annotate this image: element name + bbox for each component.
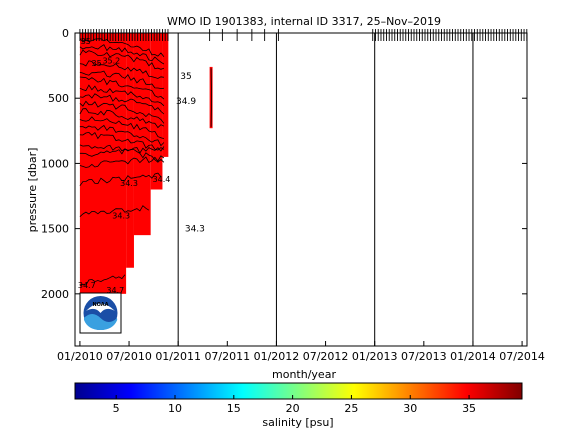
salinity-contour bbox=[79, 124, 165, 147]
x-tick-label: 07/2014 bbox=[499, 350, 545, 363]
colorbar-tick-label: 15 bbox=[227, 402, 241, 415]
salinity-contour bbox=[79, 100, 165, 124]
salinity-contour bbox=[79, 44, 165, 65]
x-axis: 01/2010 07/2010 01/2011 07/2011 01/2012 07/20… bbox=[57, 341, 545, 363]
salinity-contour bbox=[79, 76, 165, 100]
salinity-contour bbox=[79, 108, 165, 129]
salinity-contour bbox=[79, 172, 162, 187]
x-tick-label: 07/2011 bbox=[204, 350, 250, 363]
noaa-logo: NOAA bbox=[79, 292, 122, 334]
chart-title: WMO ID 1901383, internal ID 3317, 25–Nov… bbox=[167, 15, 441, 28]
colorbar-tick-label: 25 bbox=[344, 402, 358, 415]
contour-layer bbox=[79, 38, 212, 286]
contour-label: 35.2 bbox=[102, 56, 120, 65]
noaa-logo-text: NOAA bbox=[92, 302, 108, 308]
profile-tick-layer bbox=[79, 29, 528, 41]
salinity-region bbox=[150, 33, 163, 190]
contour-label: 34.3 bbox=[120, 179, 138, 188]
salinity-contour bbox=[79, 93, 165, 115]
salinity-region bbox=[79, 33, 127, 294]
x-tick-label: 01/2012 bbox=[254, 350, 300, 363]
salinity-contour bbox=[79, 144, 165, 163]
x-tick-label: 01/2011 bbox=[155, 350, 201, 363]
contour-label: 34.9 bbox=[176, 97, 196, 107]
colorbar-ticks: 5 10 15 20 25 30 35 bbox=[113, 395, 476, 415]
y-tick-label: 1000 bbox=[41, 157, 69, 170]
colorbar-tick-label: 35 bbox=[462, 402, 476, 415]
y-tick-label: 0 bbox=[62, 27, 69, 40]
y-tick-label: 1500 bbox=[41, 223, 69, 236]
contour-label: 35 bbox=[180, 72, 191, 82]
salinity-contour bbox=[79, 131, 165, 151]
contour-label: 34.7 bbox=[78, 281, 96, 290]
x-tick-label: 07/2012 bbox=[303, 350, 349, 363]
plot-frame bbox=[74, 32, 528, 347]
year-divider-layer bbox=[177, 33, 474, 346]
salinity-fill-layer bbox=[79, 33, 213, 294]
salinity-contour bbox=[79, 205, 150, 217]
salinity-contour bbox=[79, 146, 165, 157]
contour-label: 34.4 bbox=[153, 175, 171, 184]
contour-label: 35 bbox=[81, 37, 91, 46]
colorbar-tick-label: 20 bbox=[286, 402, 300, 415]
salinity-contour bbox=[79, 70, 164, 89]
salinity-contour bbox=[79, 60, 164, 79]
salinity-region bbox=[133, 33, 151, 236]
x-tick-label: 07/2013 bbox=[401, 350, 447, 363]
colorbar-tick-label: 30 bbox=[403, 402, 417, 415]
x-tick-label: 01/2013 bbox=[352, 350, 398, 363]
y-axis: 0 500 1000 1500 2000 bbox=[41, 27, 527, 301]
y-axis-label: pressure [dbar] bbox=[26, 148, 39, 233]
colorbar-label: salinity [psu] bbox=[262, 416, 333, 429]
colorbar-tick-label: 10 bbox=[168, 402, 182, 415]
salinity-region bbox=[209, 66, 213, 129]
contour-label: 34.3 bbox=[112, 212, 130, 221]
contour-label: 35 bbox=[92, 59, 102, 68]
colorbar-tick-label: 5 bbox=[113, 402, 120, 415]
salinity-contour bbox=[79, 116, 165, 139]
x-axis-label: month/year bbox=[272, 368, 336, 381]
salinity-region bbox=[126, 33, 134, 268]
x-tick-label: 07/2010 bbox=[106, 350, 152, 363]
salinity-contour bbox=[79, 155, 165, 168]
salinity-contour bbox=[79, 84, 165, 107]
colorbar bbox=[74, 382, 523, 400]
contour-label: 34.3 bbox=[185, 225, 205, 235]
y-tick-label: 500 bbox=[48, 92, 69, 105]
y-tick-label: 2000 bbox=[41, 288, 69, 301]
salinity-contour bbox=[79, 49, 165, 70]
salinity-contour bbox=[79, 274, 126, 286]
x-tick-label: 01/2010 bbox=[57, 350, 103, 363]
x-tick-label: 01/2014 bbox=[450, 350, 496, 363]
contour-label: 34.7 bbox=[106, 286, 124, 295]
salinity-region bbox=[162, 33, 169, 157]
